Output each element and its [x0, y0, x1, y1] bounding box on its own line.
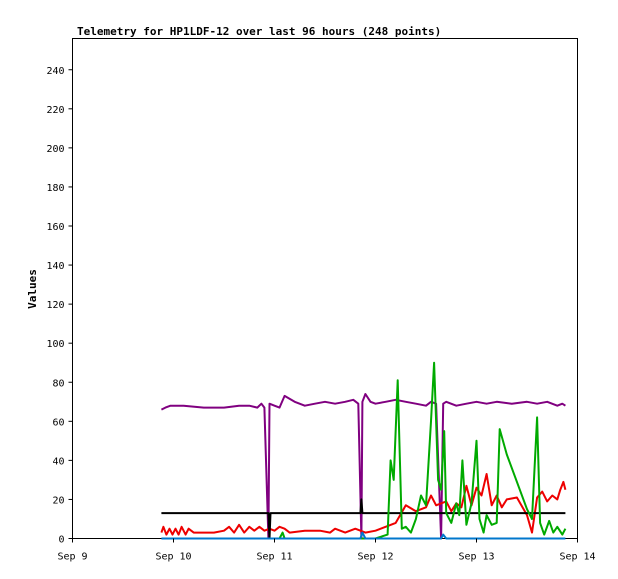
x-tick-label: Sep 14 — [559, 552, 595, 563]
series-line — [161, 531, 566, 540]
series-line — [160, 473, 567, 536]
y-tick-label: 140 — [46, 261, 64, 272]
series-line — [161, 498, 566, 540]
x-tick-label: Sep 11 — [256, 552, 292, 563]
y-tick-label: 200 — [46, 144, 64, 155]
series-line — [160, 393, 566, 540]
y-axis-title: Values — [26, 269, 39, 309]
y-tick-label: 60 — [52, 417, 64, 428]
y-tick-label: 80 — [52, 378, 64, 389]
chart-title: Telemetry for HP1LDF-12 over last 96 hou… — [77, 25, 441, 38]
y-axis: 0 20 40 60 80 100 120 140 160 180 200 220 240 — [46, 66, 73, 546]
y-tick-label: 0 — [58, 535, 64, 546]
x-axis: Sep 9 Sep 10 Sep 11 Sep 12 Sep 13 Sep 14 — [57, 538, 596, 563]
x-tick-label: Sep 13 — [458, 552, 494, 563]
series-group — [160, 361, 567, 540]
y-tick-label: 40 — [52, 456, 64, 467]
plot-frame — [72, 38, 578, 539]
y-tick-label: 160 — [46, 222, 64, 233]
y-tick-label: 120 — [46, 300, 64, 311]
x-tick-label: Sep 10 — [155, 552, 191, 563]
y-tick-label: 180 — [46, 183, 64, 194]
y-tick-label: 100 — [46, 339, 64, 350]
x-tick-label: Sep 9 — [57, 552, 87, 563]
y-tick-label: 20 — [52, 495, 64, 506]
y-tick-label: 220 — [46, 105, 64, 116]
y-tick-label: 240 — [46, 66, 64, 77]
x-tick-label: Sep 12 — [357, 552, 393, 563]
series-line — [269, 361, 567, 540]
